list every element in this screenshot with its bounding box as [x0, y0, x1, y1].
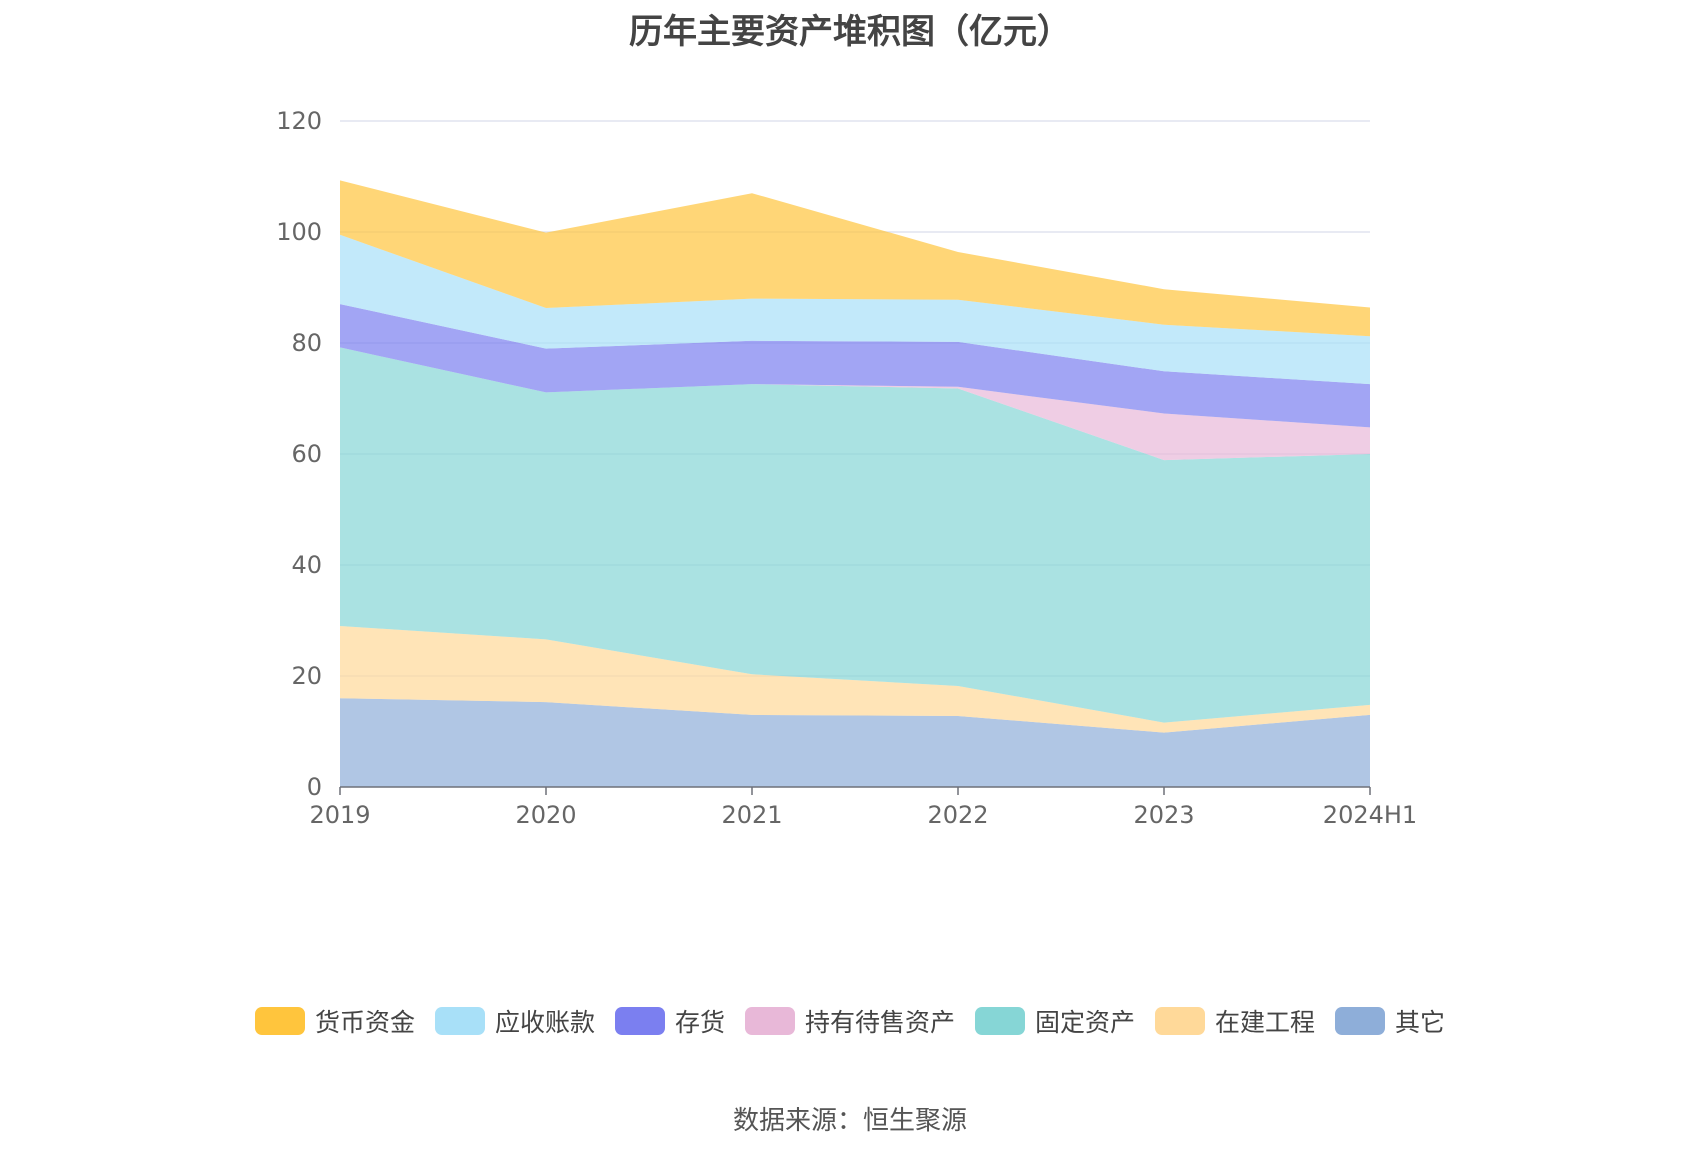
legend-item[interactable]: 货币资金 [254, 1003, 415, 1039]
legend-swatch [1155, 1007, 1206, 1035]
x-tick-label: 2019 [309, 801, 370, 829]
y-tick-label: 0 [307, 773, 322, 801]
legend-swatch [434, 1007, 485, 1035]
area-series-4 [340, 304, 1370, 428]
legend-swatch [744, 1007, 795, 1035]
area-series-0 [340, 698, 1370, 787]
legend-label: 货币资金 [314, 1008, 415, 1037]
legend-item[interactable]: 持有待售资产 [744, 1003, 955, 1039]
legend-label: 固定资产 [1035, 1008, 1136, 1037]
legend-label: 其它 [1395, 1008, 1446, 1037]
area-series-6 [340, 180, 1370, 337]
legend-item[interactable]: 其它 [1335, 1003, 1445, 1039]
legend-swatch [254, 1007, 305, 1035]
y-tick-label: 60 [291, 440, 322, 468]
axes: 0 20 40 60 80 100 120 2019 2020 2021 2022 2023 2024H… [276, 107, 1417, 829]
legend: 货币资金 应收账款 存货 持有待售资产 固定资产 在建工程 其它 [0, 1003, 1700, 1039]
legend-item[interactable]: 在建工程 [1155, 1003, 1315, 1039]
legend-item[interactable]: 存货 [614, 1003, 725, 1039]
area-series-1 [340, 626, 1370, 733]
legend-item[interactable]: 固定资产 [975, 1003, 1135, 1039]
legend-label: 应收账款 [494, 1008, 595, 1037]
legend-label: 在建工程 [1215, 1008, 1316, 1037]
area-series-5 [340, 234, 1370, 385]
x-tick-label: 2022 [927, 801, 988, 829]
legend-label: 存货 [674, 1008, 725, 1037]
legend-swatch [1335, 1007, 1386, 1035]
x-tick-label: 2021 [721, 801, 782, 829]
legend-swatch [614, 1007, 665, 1035]
y-tick-label: 120 [276, 107, 322, 135]
area-series-3 [340, 347, 1370, 461]
legend-swatch [975, 1007, 1025, 1035]
x-tick-label: 2024H1 [1323, 801, 1417, 829]
y-tick-label: 100 [276, 218, 322, 246]
legend-item[interactable]: 应收账款 [434, 1003, 595, 1039]
data-source: 数据来源：恒生聚源 [732, 1106, 967, 1136]
y-tick-label: 20 [291, 662, 322, 690]
chart-title: 历年主要资产堆积图（亿元） [629, 12, 1071, 52]
y-tick-label: 40 [291, 551, 322, 579]
legend-label: 持有待售资产 [804, 1008, 955, 1037]
area-series [340, 180, 1370, 787]
y-tick-label: 80 [291, 329, 322, 357]
area-series-2 [340, 347, 1370, 723]
x-tick-label: 2023 [1133, 801, 1194, 829]
x-tick-label: 2020 [515, 801, 576, 829]
